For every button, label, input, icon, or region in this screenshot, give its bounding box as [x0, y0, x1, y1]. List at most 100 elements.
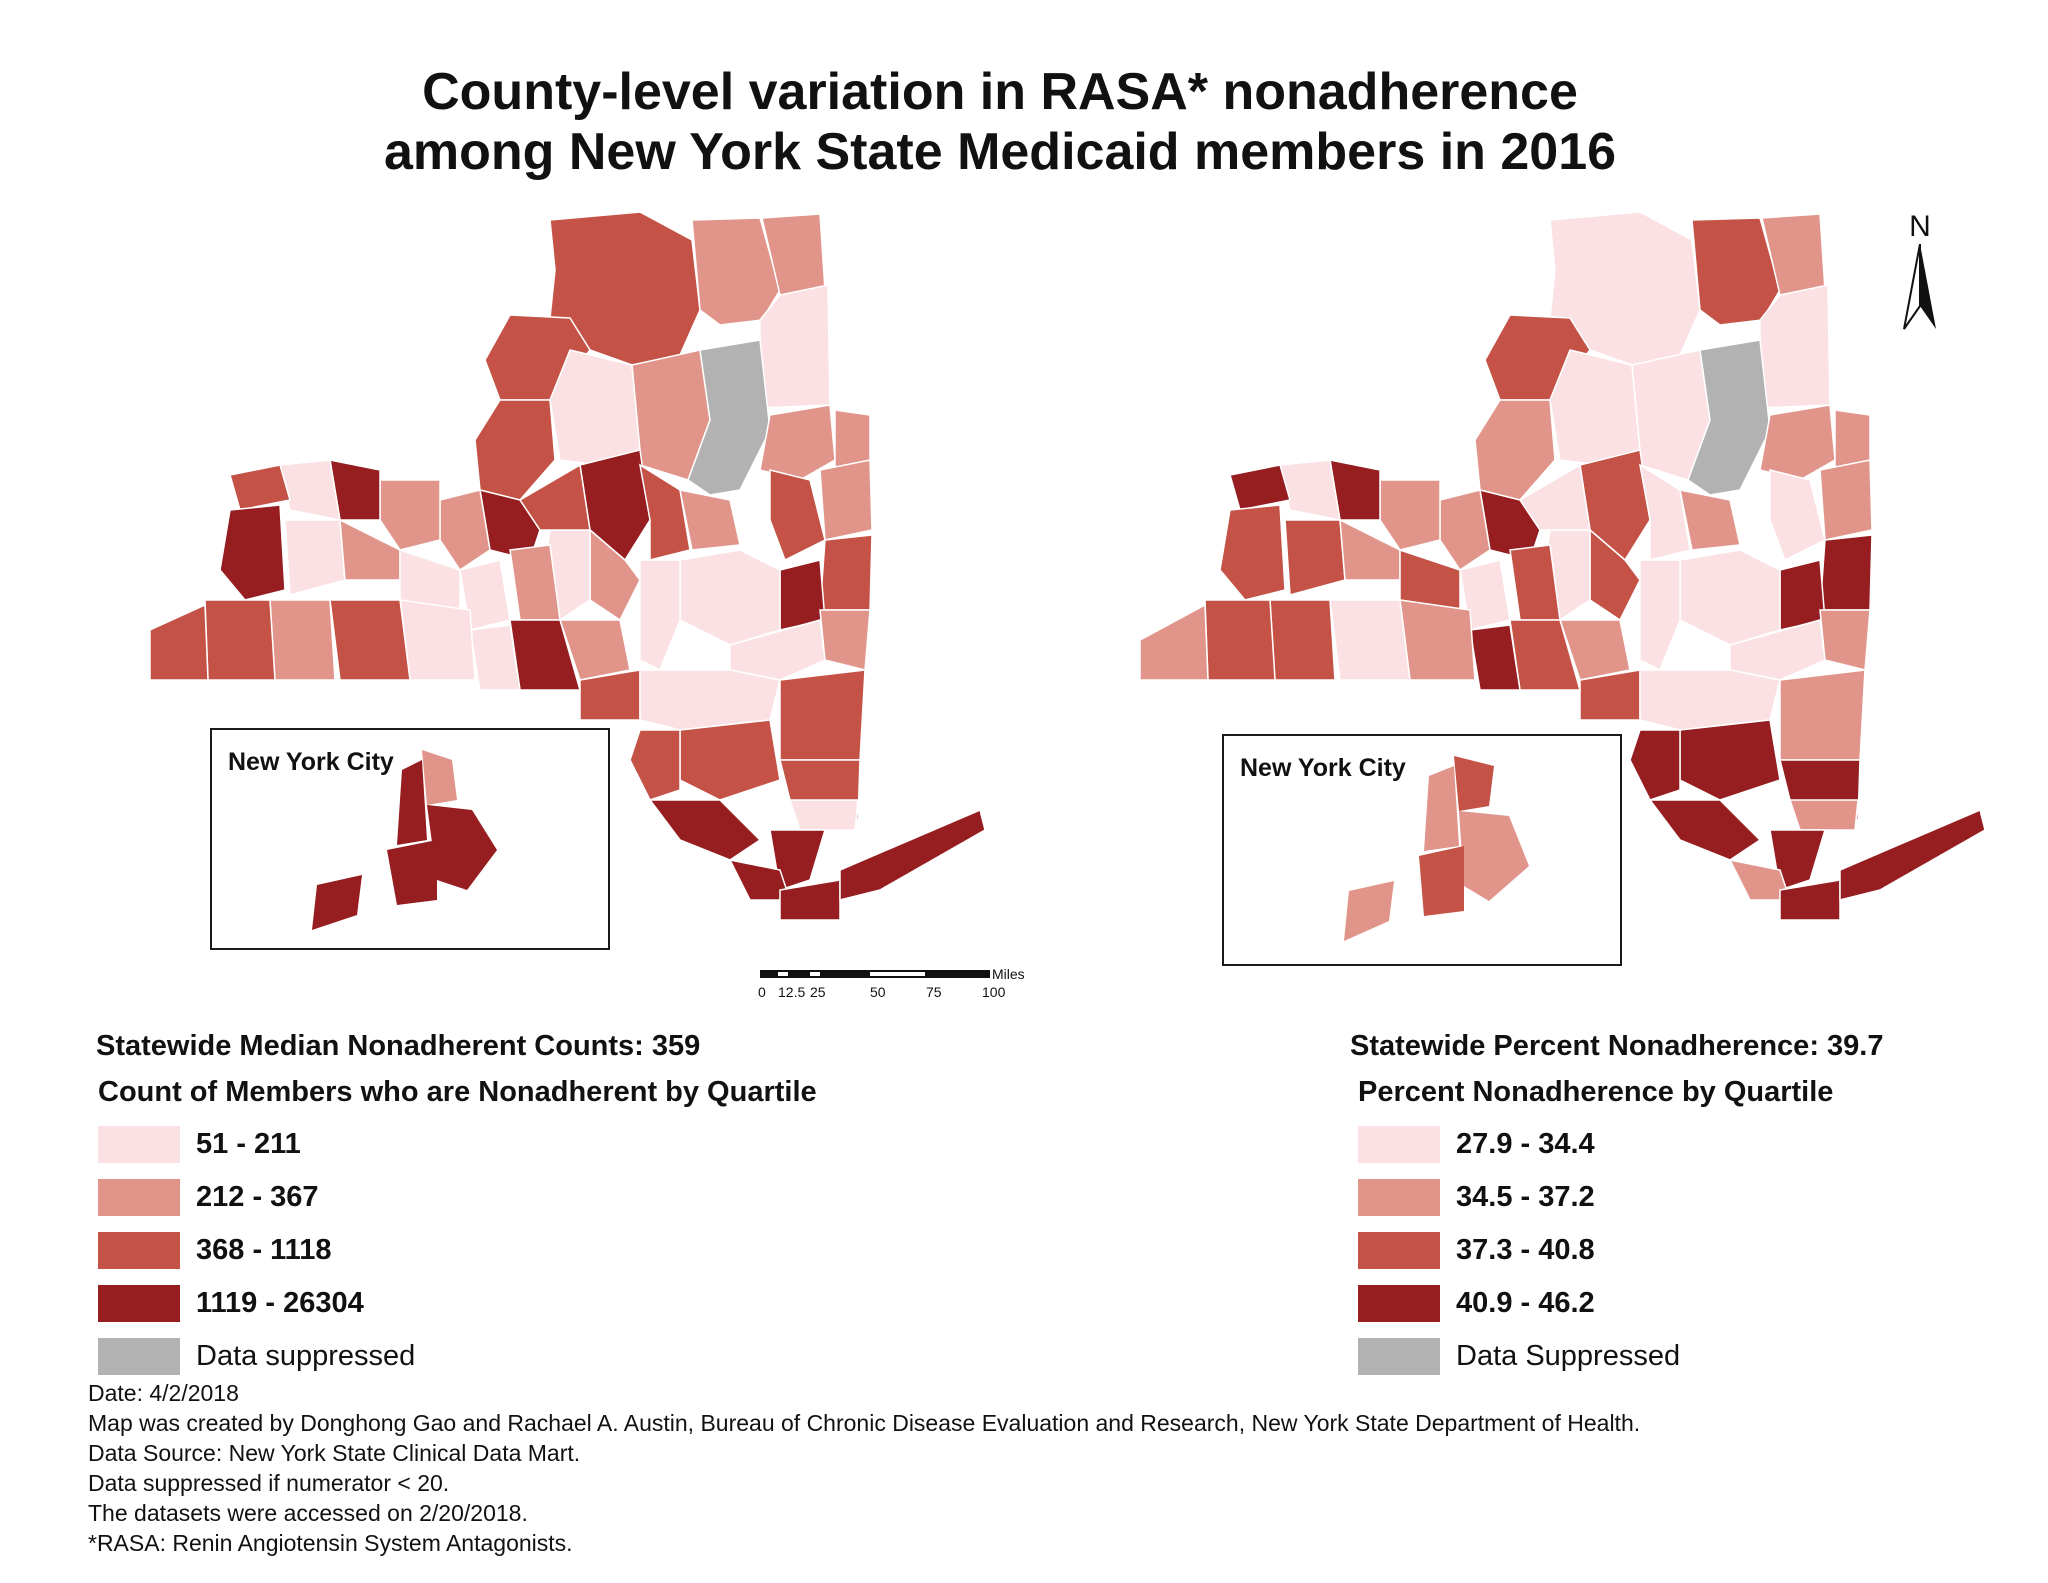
legend-item: 1119 - 26304	[98, 1279, 698, 1332]
footnote-access-date: The datasets were accessed on 2/20/2018.	[88, 1500, 528, 1526]
county	[1549, 349, 1641, 466]
right-county-layer	[1139, 211, 1986, 920]
right-nyc-inset: New York City	[1222, 734, 1622, 966]
left-statewide-stat: Statewide Median Nonadherent Counts: 359	[96, 1030, 701, 1062]
county	[1139, 603, 1209, 681]
legend-item: 51 - 211	[98, 1120, 698, 1173]
legend-item: 212 - 367	[98, 1173, 698, 1226]
county	[1679, 549, 1781, 646]
borough-brooklyn	[387, 840, 437, 905]
county	[1518, 463, 1591, 531]
scale-tick: 12.5	[778, 984, 806, 1000]
county	[819, 609, 871, 671]
borough-bronx	[1454, 756, 1494, 811]
left-choropleth-map	[149, 211, 986, 920]
county	[558, 619, 631, 681]
footnote-rasa-definition: *RASA: Renin Angiotensin System Antagoni…	[88, 1530, 573, 1556]
county	[1629, 729, 1681, 801]
county	[639, 559, 681, 672]
footnote-source: Data Source: New York State Clinical Dat…	[88, 1440, 581, 1466]
scale-tick: 50	[870, 984, 886, 1000]
legend-swatch	[1358, 1232, 1440, 1269]
legend-item: Data Suppressed	[1358, 1332, 1858, 1385]
north-arrow-label: N	[1909, 210, 1931, 243]
right-nyc-boroughs	[1344, 756, 1529, 941]
county	[679, 719, 781, 801]
county	[679, 549, 781, 646]
county	[1679, 489, 1741, 551]
county	[1779, 879, 1841, 920]
county	[518, 463, 591, 531]
county	[1819, 534, 1873, 611]
legend-swatch	[98, 1179, 180, 1216]
county	[229, 464, 291, 511]
county	[1229, 464, 1291, 511]
legend-item: 27.9 - 34.4	[1358, 1120, 1858, 1173]
county	[204, 599, 276, 681]
county	[1439, 489, 1491, 572]
borough-queens	[427, 805, 497, 890]
county	[1679, 719, 1781, 801]
left-legend: 51 - 211 212 - 367 368 - 1118 1119 - 263…	[98, 1120, 698, 1385]
county	[779, 669, 866, 761]
legend-label: 368 - 1118	[196, 1234, 332, 1266]
county	[729, 619, 826, 681]
county	[819, 459, 873, 541]
county	[284, 519, 346, 596]
county	[1379, 479, 1441, 551]
legend-item: 37.3 - 40.8	[1358, 1226, 1858, 1279]
legend-swatch	[98, 1338, 180, 1375]
left-nyc-boroughs	[312, 750, 497, 930]
map-title-line-2: among New York State Medicaid members in…	[383, 123, 1617, 181]
legend-label: 212 - 367	[196, 1181, 319, 1213]
left-legend-title: Count of Members who are Nonadherent by …	[98, 1076, 817, 1108]
county	[1779, 669, 1866, 761]
county	[1819, 459, 1873, 541]
county	[638, 463, 691, 561]
county	[629, 729, 681, 801]
county	[1839, 808, 1986, 901]
county	[687, 339, 771, 496]
county	[839, 808, 986, 901]
county	[1269, 599, 1336, 681]
legend-swatch	[98, 1232, 180, 1269]
footnote-credits: Map was created by Donghong Gao and Rach…	[88, 1410, 1641, 1436]
county	[1284, 519, 1346, 596]
scale-tick: 25	[810, 984, 826, 1000]
county	[1474, 399, 1556, 501]
borough-brooklyn	[1419, 846, 1464, 916]
county	[1648, 799, 1762, 861]
county	[819, 534, 873, 611]
county	[1329, 599, 1411, 681]
county	[1639, 559, 1681, 672]
legend-item: 40.9 - 46.2	[1358, 1279, 1858, 1332]
scale-bar: Miles 0 12.5 25 50 75 100	[758, 962, 1025, 1012]
county	[769, 469, 826, 562]
right-choropleth-map	[1139, 211, 1986, 920]
legend-item: Data suppressed	[98, 1332, 698, 1385]
legend-label: Data Suppressed	[1456, 1340, 1681, 1372]
legend-label: Data suppressed	[196, 1340, 416, 1372]
scale-tick: 100	[982, 984, 1006, 1000]
legend-label: 40.9 - 46.2	[1456, 1287, 1595, 1319]
county	[759, 404, 836, 481]
scale-tick: 75	[926, 984, 942, 1000]
footnote-suppression: Data suppressed if numerator < 20.	[88, 1470, 450, 1496]
legend-label: 51 - 211	[196, 1128, 301, 1160]
right-legend: 27.9 - 34.4 34.5 - 37.2 37.3 - 40.8 40.9…	[1358, 1120, 1858, 1385]
legend-item: 34.5 - 37.2	[1358, 1173, 1858, 1226]
map-title-line-1: County-level variation in RASA* nonadher…	[422, 63, 1578, 121]
county	[1788, 799, 1859, 831]
left-county-layer	[149, 211, 986, 920]
north-arrow: N	[1900, 210, 1960, 330]
county	[279, 459, 341, 521]
borough-staten-island	[312, 875, 362, 930]
left-inset-label: New York City	[228, 748, 394, 776]
county	[1638, 463, 1691, 561]
borough-manhattan	[1424, 766, 1459, 851]
legend-label: 37.3 - 40.8	[1456, 1234, 1595, 1266]
county	[549, 349, 641, 466]
right-legend-title: Percent Nonadherence by Quartile	[1358, 1076, 1834, 1108]
county	[1558, 619, 1631, 681]
legend-swatch	[1358, 1285, 1440, 1322]
